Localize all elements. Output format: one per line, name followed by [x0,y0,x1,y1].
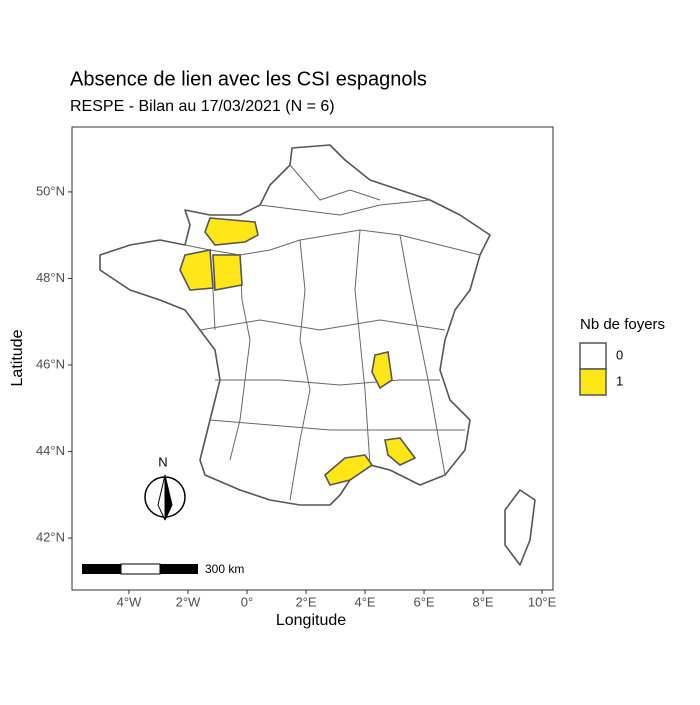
x-tick-label: 4°W [117,594,142,609]
scale-label: 300 km [205,562,244,576]
y-tick-label: 50°N [36,183,65,198]
arrow-right [164,474,173,521]
x-axis-title: Longitude [276,612,346,629]
x-tick-label: 0° [241,594,253,609]
highlighted-region [371,351,393,390]
x-tick-label: 4°E [354,594,375,609]
chart-subtitle: RESPE - Bilan au 17/03/2021 (N = 6) [70,98,335,115]
y-tick-label: 48°N [36,270,65,285]
highlighted-region [179,249,214,291]
north-label: N [158,454,167,469]
department-borders [184,164,481,501]
x-tick-label: 6°E [413,594,434,609]
north-arrow: N [144,454,186,521]
legend-swatch [579,342,607,370]
map [99,144,536,566]
chart-title: Absence de lien avec les CSI espagnols [70,68,427,90]
legend-swatch [579,368,607,396]
scale-segment [120,563,161,575]
y-tick-label: 44°N [36,443,65,458]
x-tick-label: 2°E [295,594,316,609]
scale-segment [160,564,198,574]
france-outline [99,144,491,506]
highlighted-region [204,217,259,246]
y-tick-label: 42°N [36,530,65,545]
x-tick-label: 8°E [473,594,494,609]
x-tick-label: 10°E [528,594,557,609]
y-tick-label: 46°N [36,356,65,371]
corsica [504,489,536,566]
highlighted-region [324,454,374,486]
x-tick-label: 2°W [176,594,201,609]
scale-segment [82,564,121,574]
legend-label: 0 [616,347,623,362]
legend-label: 1 [616,373,623,388]
legend-title: Nb de foyers [580,316,665,333]
scale-bar: 300 km [82,562,244,576]
y-axis-title: Latitude [9,329,26,386]
highlighted-region [384,437,417,466]
highlighted-region [212,254,243,291]
